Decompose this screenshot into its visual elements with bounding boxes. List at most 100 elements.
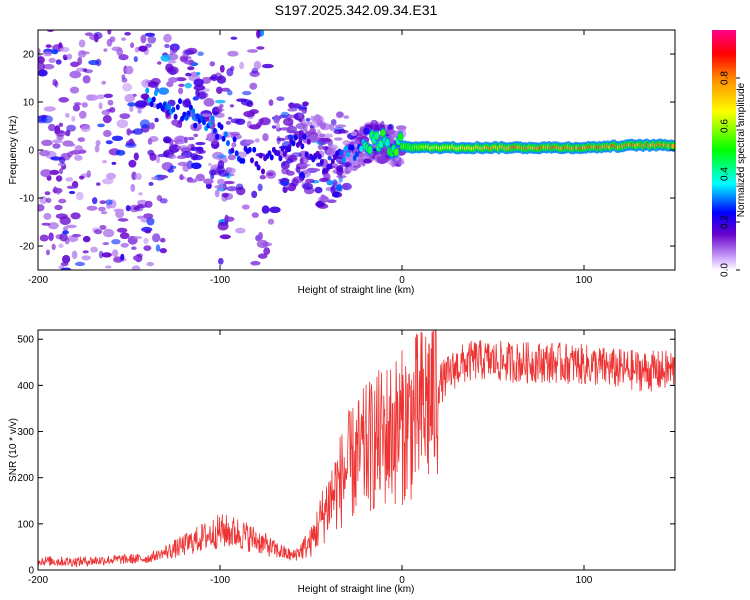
spectral-blob [125, 65, 134, 75]
spectral-blob [65, 177, 74, 182]
ridge-cell [241, 157, 246, 164]
spectral-blob [46, 30, 55, 33]
spectral-blob [97, 94, 105, 100]
spectral-blob [326, 148, 335, 157]
spectral-blob [214, 185, 226, 189]
spectral-blob [39, 149, 51, 157]
spectral-blob [257, 253, 268, 259]
spectral-blob [242, 90, 252, 96]
spectral-blob [55, 175, 63, 182]
ridge-cell [175, 104, 180, 111]
ridge-cell [250, 157, 254, 164]
spectral-blob [172, 139, 184, 143]
spectral-blob [363, 158, 372, 164]
snr-ylabel: SNR (10 * v/v) [8, 418, 19, 482]
spectral-blob [159, 198, 168, 204]
spectral-blob [188, 59, 194, 66]
ridge-cell [178, 98, 182, 105]
spectral-blob [50, 156, 62, 161]
spectral-blob [191, 162, 202, 170]
spectral-blob [113, 208, 124, 213]
spectral-blob [376, 156, 389, 164]
spectral-blob [157, 61, 162, 65]
spectral-blob [81, 255, 91, 261]
spectral-blob [206, 134, 218, 139]
spectral-blob [329, 123, 335, 132]
spectral-blob [300, 108, 306, 112]
spectral-blob [228, 116, 232, 120]
ridge-cell [339, 149, 344, 156]
spectral-blob [41, 222, 51, 226]
spectral-blob [103, 228, 115, 238]
ridge-cell [247, 146, 252, 153]
spectral-blob [66, 53, 73, 60]
spectral-blob [235, 183, 244, 191]
ridge-cell [191, 108, 196, 115]
spectral-blob [144, 32, 156, 37]
spectral-blob [302, 124, 308, 131]
spectral-blob [193, 84, 206, 91]
spectral-blob [269, 206, 281, 214]
spectral-blob [139, 119, 151, 129]
spectral-blob [130, 183, 136, 192]
spectral-blob [82, 75, 91, 84]
spectral-blob [52, 187, 63, 194]
spectral-blob [135, 173, 142, 180]
spectral-blob [103, 93, 113, 99]
spectral-blob [298, 112, 303, 119]
spectral-blob [249, 82, 258, 90]
spectral-blob [227, 50, 239, 57]
x-tick-label: 100 [576, 575, 593, 586]
ridge-cell [221, 135, 226, 142]
spectral-blob [138, 192, 143, 196]
spectral-blob [58, 97, 69, 103]
spectral-blob [208, 169, 217, 176]
spectral-blob [283, 117, 294, 126]
spectral-blob [223, 180, 235, 185]
spectral-blob [62, 230, 69, 235]
ridge-cell [180, 115, 185, 122]
spectral-blob [72, 104, 80, 112]
spectral-blob [287, 134, 294, 140]
spectral-blob [134, 254, 143, 263]
spectral-blob [276, 136, 281, 145]
spectral-blob [116, 119, 129, 129]
spectral-blob [193, 178, 199, 182]
spectral-blob [241, 204, 250, 210]
spectral-blob [280, 111, 290, 118]
ridge-cell [306, 138, 311, 145]
snr-panel: -200 -100 0 100 0 100 200 300 400 500 Height of s… [8, 329, 676, 595]
spectral-blob [317, 137, 330, 145]
spectral-blob [259, 117, 271, 126]
spectral-blob [227, 154, 237, 161]
spectral-blob [192, 96, 199, 101]
ridge-cell [291, 140, 296, 147]
spectral-blob [66, 224, 77, 229]
spectral-blob [184, 98, 191, 107]
colorbar-tick-label: 0.0 [720, 263, 731, 277]
spectral-blob [146, 261, 154, 267]
spectral-blob [131, 246, 137, 250]
spectral-blob [276, 122, 280, 130]
ridge-cell [193, 122, 198, 129]
spectral-blob [245, 139, 255, 145]
y-tick-label: 200 [17, 473, 34, 484]
spectral-blob [124, 94, 136, 103]
ridge-cell [350, 144, 355, 151]
spectral-blob [287, 108, 298, 112]
ridge-cell [385, 139, 390, 146]
spectral-blob [59, 156, 66, 164]
spectral-blob [119, 113, 131, 119]
spectral-blob [145, 43, 152, 48]
spectral-blob [80, 51, 90, 55]
spectral-blob [277, 178, 290, 182]
spectral-blob [209, 61, 215, 67]
ridge-cell [317, 153, 322, 160]
spectral-blob [279, 127, 291, 131]
spectral-blob [58, 168, 64, 175]
spectral-blob [54, 130, 65, 134]
spectral-blob [336, 165, 344, 173]
ridge-cell [368, 146, 372, 153]
ridge-cell [145, 87, 150, 94]
